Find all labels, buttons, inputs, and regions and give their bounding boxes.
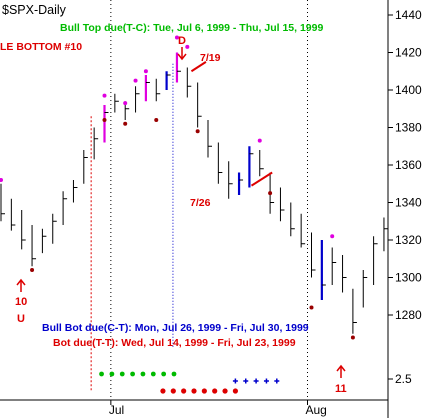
lower-panel bbox=[99, 371, 280, 394]
trend-line bbox=[190, 61, 207, 73]
label-u: U bbox=[17, 313, 25, 325]
month-label: Aug bbox=[306, 403, 327, 417]
green-cycle-dot bbox=[171, 371, 177, 377]
red-cycle-dot bbox=[160, 388, 166, 394]
arrow-up-11 bbox=[336, 364, 346, 378]
y-tick-label: 1340 bbox=[395, 196, 422, 210]
label-11: 11 bbox=[335, 383, 347, 395]
chart-title: $SPX-Daily bbox=[2, 3, 67, 17]
pivot-high-dot bbox=[143, 69, 148, 74]
green-cycle-dot bbox=[99, 371, 104, 377]
green-cycle-dot bbox=[161, 371, 167, 377]
trend-lines bbox=[190, 61, 273, 187]
bull-top-due-annotation: Bull Top due(T-C): Tue, Jul 6, 1999 - Th… bbox=[60, 22, 323, 34]
month-label: Jul bbox=[109, 403, 124, 417]
green-cycle-dot bbox=[109, 371, 115, 377]
green-cycle-dot bbox=[150, 371, 156, 377]
green-cycle-dot bbox=[119, 371, 125, 377]
arrow-up-10 bbox=[16, 278, 26, 292]
pivot-low-dot bbox=[350, 335, 355, 340]
lower-tick-label: 2.5 bbox=[395, 372, 412, 386]
grid-layer bbox=[90, 0, 308, 400]
pivot-high-dot bbox=[174, 35, 179, 40]
red-cycle-dot bbox=[212, 388, 218, 394]
label-7-19: 7/19 bbox=[200, 52, 221, 64]
pivot-high-dot bbox=[257, 138, 262, 143]
price-axis: 1280 1300 1320 1340 1360 1380 1400 1420 1440 2.5 J… bbox=[0, 0, 422, 418]
bot-due-annotation: Bot due(T-T): Wed, Jul 14, 1999 - Fri, J… bbox=[53, 337, 296, 349]
red-cycle-dot bbox=[170, 388, 176, 394]
pivot-high-dot bbox=[123, 101, 128, 106]
pivot-high-dot bbox=[185, 44, 190, 49]
y-tick-label: 1360 bbox=[395, 158, 422, 172]
y-tick-label: 1320 bbox=[395, 233, 422, 247]
y-tick-label: 1380 bbox=[395, 121, 422, 135]
green-cycle-dot bbox=[130, 371, 136, 377]
pivot-low-dot bbox=[195, 129, 200, 134]
red-cycle-dot bbox=[222, 388, 228, 394]
label-10: 10 bbox=[15, 296, 27, 308]
pivot-low-dot bbox=[30, 268, 35, 272]
y-tick-label: 1440 bbox=[395, 8, 422, 22]
pivot-markers bbox=[0, 35, 355, 340]
label-d: D bbox=[178, 35, 186, 47]
pivot-high-dot bbox=[133, 78, 138, 83]
pivot-high-dot bbox=[102, 93, 107, 98]
y-tick-label: 1280 bbox=[395, 308, 422, 322]
pivot-low-dot bbox=[154, 118, 159, 122]
pivot-low-dot bbox=[268, 191, 273, 196]
red-cycle-dot bbox=[201, 388, 207, 394]
label-7-26: 7/26 bbox=[190, 197, 211, 209]
arrow-down-d bbox=[177, 47, 187, 61]
bull-bot-due-annotation: Bull Bot due(C-T): Mon, Jul 26, 1999 - F… bbox=[42, 322, 309, 334]
y-tick-label: 1420 bbox=[395, 46, 422, 60]
red-cycle-dot bbox=[191, 388, 197, 394]
pivot-high-dot bbox=[0, 178, 3, 182]
price-bars bbox=[0, 52, 388, 334]
red-cycle-dot bbox=[181, 388, 187, 394]
y-tick-label: 1300 bbox=[395, 271, 422, 285]
red-cycle-dot bbox=[232, 388, 238, 394]
pivot-low-dot bbox=[309, 305, 314, 310]
green-cycle-dot bbox=[140, 371, 146, 377]
trend-line bbox=[250, 171, 273, 187]
pivot-low-dot bbox=[102, 118, 107, 122]
double-bottom-annotation: LE BOTTOM #10 bbox=[0, 41, 82, 53]
pivot-high-dot bbox=[330, 234, 335, 239]
y-tick-label: 1400 bbox=[395, 83, 422, 97]
pivot-low-dot bbox=[123, 121, 128, 126]
